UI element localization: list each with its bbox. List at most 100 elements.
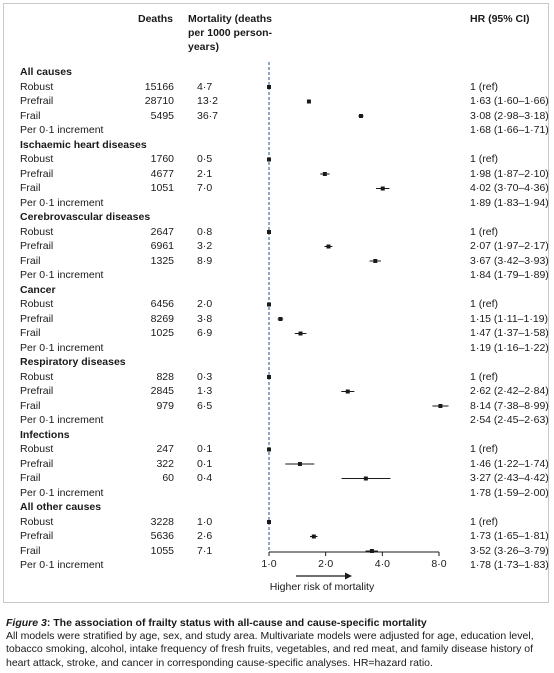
row-label: Robust [20, 298, 54, 310]
row-label: Frail [20, 109, 41, 122]
deaths-header: Deaths [138, 13, 174, 25]
row-label: Prefrail [20, 385, 54, 397]
hr-point [358, 114, 363, 118]
hr-ci-text: 3·08 (2·98–3·18) [470, 109, 549, 122]
row-label: Robust [20, 80, 54, 93]
hr-ci-text: 2·54 (2·45–2·63) [470, 414, 549, 426]
hr-ci-text: 1·98 (1·87–2·10) [470, 167, 549, 180]
hr-ci-text: 1·78 (1·59–2·00) [470, 486, 549, 499]
row-label: Frail [20, 182, 41, 194]
row-label: Robust [20, 370, 54, 383]
row-label: Robust [20, 225, 54, 238]
mortality-rate-value: 0·3 [197, 370, 213, 383]
table-row: Robust 2647 0·8 1 (ref) [4, 225, 550, 239]
hr-point [267, 375, 271, 379]
hr-ci-text: 1·78 (1·73–1·83) [470, 559, 549, 571]
x-tick-label: 4·0 [375, 558, 390, 570]
row-label: Per 0·1 increment [20, 341, 104, 354]
group-label: All other causes [20, 501, 102, 513]
hr-ci-text: 4·02 (3·70–4·36) [470, 182, 549, 194]
mortality-rate-value: 13·2 [197, 95, 219, 107]
table-row: Frail 1051 7·0 4·02 (3·70–4·36) [4, 181, 550, 195]
table-row: Robust 828 0·3 1 (ref) [4, 370, 550, 384]
hr-ci-text: 1·84 (1·79–1·89) [470, 269, 549, 281]
mortality-rate-value: 3·8 [197, 312, 213, 325]
hr-ci-text: 1·19 (1·16–1·22) [470, 341, 549, 354]
row-label: Per 0·1 increment [20, 196, 104, 209]
deaths-value: 1760 [150, 153, 174, 165]
row-label: Frail [20, 544, 41, 557]
group-label: Infections [20, 428, 70, 441]
table-row: Robust 1760 0·5 1 (ref) [4, 152, 550, 166]
group-row: Respiratory diseases [4, 355, 550, 369]
row-label: Robust [20, 515, 54, 528]
row-label: Frail [20, 399, 41, 412]
table-row: Prefrail 4677 2·1 1·98 (1·87–2·10) [4, 167, 550, 181]
hr-point [298, 331, 303, 336]
row-label: Prefrail [20, 457, 54, 470]
group-label: Ischaemic heart diseases [20, 138, 147, 151]
mortality-rate-value: 0·4 [197, 472, 213, 484]
hr-point [267, 157, 271, 162]
hr-point [267, 520, 271, 524]
hr-ci-text: 3·67 (3·42–3·93) [470, 254, 549, 267]
hr-point [322, 172, 327, 176]
table-row: Frail 60 0·4 3·27 (2·43–4·42) [4, 471, 550, 485]
hr-ci-text: 1·47 (1·37–1·58) [470, 327, 549, 339]
group-row: Cerebrovascular diseases [4, 210, 550, 224]
hr-ci-text: 1 (ref) [470, 298, 499, 310]
hr-point [438, 404, 443, 408]
hr-ci-text: 1 (ref) [470, 153, 499, 165]
group-row: All causes [4, 65, 550, 79]
hr-ci-text: 1 (ref) [470, 443, 499, 455]
figure-caption: Figure 3: The association of frailty sta… [6, 617, 550, 670]
deaths-value: 828 [156, 370, 174, 383]
hr-point [363, 476, 368, 481]
hr-ci-text: 8·14 (7·38–8·99) [470, 399, 549, 412]
hr-point [297, 462, 302, 466]
table-row: Prefrail 28710 13·2 1·63 (1·60–1·66) [4, 94, 550, 108]
row-label: Frail [20, 472, 41, 484]
table-row: Per 0·1 increment 1·84 (1·79–1·89) [4, 268, 550, 282]
table-row: Prefrail 2845 1·3 2·62 (2·42–2·84) [4, 384, 550, 398]
hr-point [345, 389, 350, 394]
table-row: Frail 1025 6·9 1·47 (1·37–1·58) [4, 326, 550, 340]
hr-point [369, 549, 374, 553]
hr-ci-text: 3·27 (2·43–4·42) [470, 472, 549, 484]
deaths-value: 322 [156, 457, 174, 470]
x-tick-label: 1·0 [261, 558, 276, 570]
group-label: Cerebrovascular diseases [20, 211, 151, 223]
table-row: Prefrail 8269 3·8 1·15 (1·11–1·19) [4, 312, 550, 326]
deaths-value: 1325 [150, 254, 174, 267]
deaths-value: 1051 [150, 182, 174, 194]
row-label: Frail [20, 254, 41, 267]
figure-frame: Deaths Mortality (deaths per 1000 person… [3, 3, 549, 603]
hr-ci-text: 1·89 (1·83–1·94) [470, 196, 549, 209]
deaths-value: 28710 [144, 95, 174, 107]
row-label: Prefrail [20, 167, 54, 180]
hr-point [267, 230, 271, 234]
row-label: Per 0·1 increment [20, 486, 104, 499]
row-label: Robust [20, 443, 54, 455]
group-row: Ischaemic heart diseases [4, 138, 550, 152]
row-label: Per 0·1 increment [20, 559, 104, 571]
row-label: Robust [20, 153, 54, 165]
table-row: Frail 979 6·5 8·14 (7·38–8·99) [4, 399, 550, 413]
table-row: Per 0·1 increment 1·78 (1·59–2·00) [4, 486, 550, 500]
deaths-value: 3228 [150, 515, 174, 528]
deaths-value: 6456 [150, 298, 174, 310]
mortality-rate-value: 1·3 [197, 385, 213, 397]
mortality-rate-value: 1·0 [197, 515, 213, 528]
table-row: Per 0·1 increment 1·78 (1·73–1·83) [4, 558, 550, 572]
table-row: Robust 3228 1·0 1 (ref) [4, 515, 550, 529]
caption-text: All models were stratified by age, sex, … [6, 630, 534, 669]
row-label: Prefrail [20, 312, 54, 325]
group-label: All causes [20, 66, 72, 78]
table-row: Robust 15166 4·7 1 (ref) [4, 80, 550, 94]
mortality-rate-value: 6·5 [197, 399, 213, 412]
mortality-header-line1: Mortality (deaths [188, 13, 273, 25]
deaths-value: 6961 [150, 240, 174, 252]
table-row: Prefrail 5636 2·6 1·73 (1·65–1·81) [4, 529, 550, 543]
group-label: Cancer [20, 283, 56, 296]
row-label: Prefrail [20, 530, 54, 542]
